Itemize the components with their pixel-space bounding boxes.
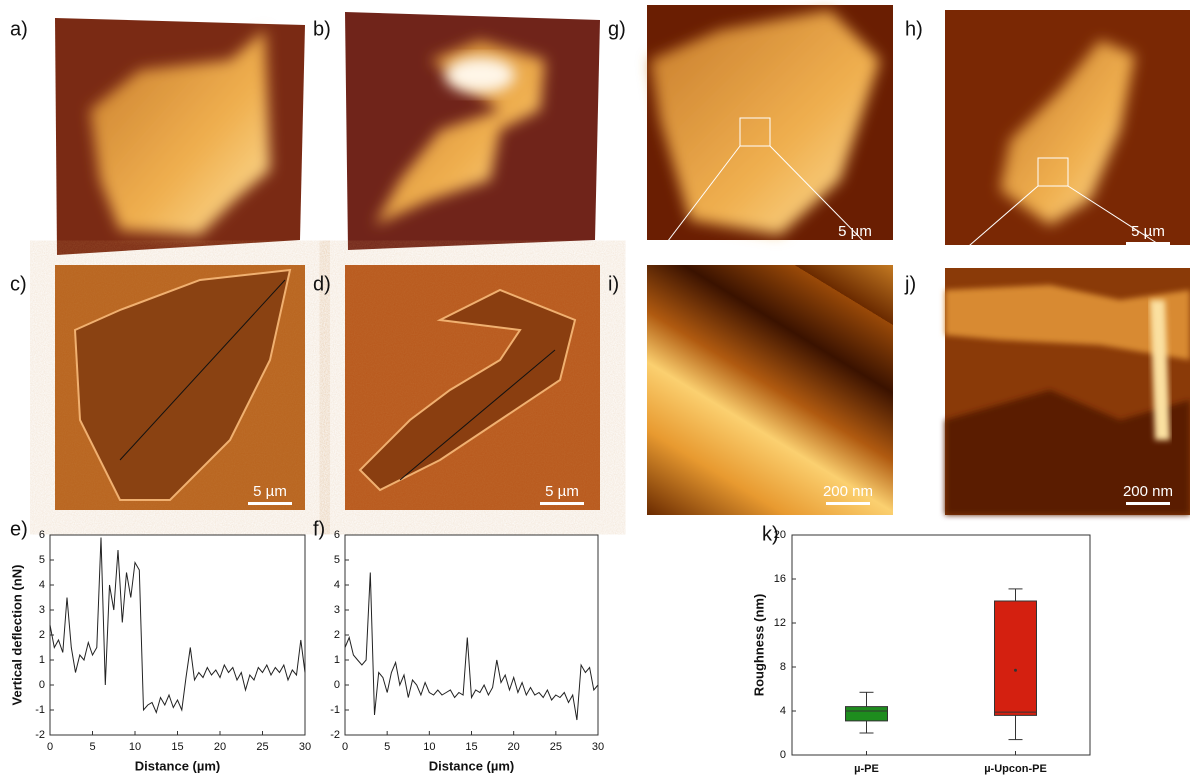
panel-label: c) (10, 273, 27, 295)
mean (1014, 668, 1017, 672)
y-tick-label: 5 (334, 554, 340, 566)
scale-bar (1126, 242, 1170, 245)
scale-bar (833, 242, 877, 245)
terrace-j (945, 285, 1190, 360)
profile-line (344, 572, 599, 721)
panel-label: f) (313, 518, 325, 540)
x-tick-label: 5 (384, 741, 390, 753)
x-tick-label: 10 (129, 741, 141, 753)
box (994, 600, 1037, 716)
panel-label: i) (608, 273, 619, 295)
x-tick-label: 20 (508, 741, 520, 753)
x-axis-label: Distance (µm) (135, 758, 221, 773)
x-tick-label: 10 (423, 741, 435, 753)
scale-bar-label: 5 µm (838, 223, 872, 240)
y-tick-label: 1 (334, 654, 340, 666)
image-i (647, 265, 893, 515)
y-tick-label: -2 (35, 729, 45, 741)
x-tick-label: µ-Upcon-PE (984, 763, 1047, 775)
y-tick-label: -1 (35, 704, 45, 716)
profile-line-c (119, 279, 286, 461)
y-tick-label: 1 (39, 654, 45, 666)
scale-bar-label: 5 µm (545, 483, 579, 500)
y-tick-label: -2 (330, 729, 340, 741)
x-axis-label: Distance (µm) (429, 758, 515, 773)
x-tick-label: 30 (299, 741, 311, 753)
y-tick-label: 3 (334, 604, 340, 616)
y-tick-label: 5 (39, 554, 45, 566)
y-tick-label: 12 (774, 617, 786, 629)
scale-bar-label: 200 nm (823, 483, 873, 500)
x-tick-label: 0 (47, 741, 53, 753)
zoom-line (769, 145, 881, 259)
y-tick-label: 2 (334, 629, 340, 641)
y-tick-label: 8 (780, 661, 786, 673)
x-tick-label: 5 (89, 741, 95, 753)
panel-label: a) (10, 18, 28, 40)
y-tick-label: 20 (774, 529, 786, 541)
panel-label: j) (904, 273, 916, 295)
y-tick-label: 6 (39, 529, 45, 541)
plot-frame (344, 534, 599, 736)
profile-line (49, 537, 306, 714)
zoom-box-g (739, 117, 771, 147)
scale-bar-label: 200 nm (1123, 483, 1173, 500)
flake-a (90, 30, 270, 235)
y-axis-label: Vertical deflection (nN) (9, 565, 24, 706)
panel-label: g) (608, 18, 626, 40)
scale-bar (1126, 502, 1170, 505)
zoom-line (1067, 185, 1181, 259)
y-tick-label: 6 (334, 529, 340, 541)
zoom-line (654, 145, 741, 259)
ridge-j (1150, 300, 1170, 440)
y-tick-label: 4 (334, 579, 340, 591)
plot-frame (791, 534, 1091, 756)
y-tick-label: 3 (39, 604, 45, 616)
flake-c (73, 268, 292, 501)
y-tick-label: 0 (334, 679, 340, 691)
flake-d (358, 288, 577, 492)
y-tick-label: 4 (780, 705, 786, 717)
y-tick-label: 16 (774, 573, 786, 585)
scale-bar (248, 502, 292, 505)
plot-frame (49, 534, 306, 736)
x-tick-label: 0 (342, 741, 348, 753)
panel-label: d) (313, 273, 331, 295)
highlight-b (445, 57, 515, 93)
panel-label: h) (905, 18, 923, 40)
flake-g (650, 10, 880, 235)
y-tick-label: 4 (39, 579, 45, 591)
afm-images (55, 5, 1190, 515)
scale-bar-label: 5 µm (253, 483, 287, 500)
x-tick-label: 15 (171, 741, 183, 753)
x-tick-label: 25 (550, 741, 562, 753)
x-tick-label: µ-PE (854, 763, 879, 775)
y-tick-label: 2 (39, 629, 45, 641)
box (845, 706, 888, 722)
profile-line-d (399, 349, 556, 481)
scale-bar (540, 502, 584, 505)
y-tick-label: 0 (39, 679, 45, 691)
panel-label: b) (313, 18, 331, 40)
scale-bar-label: 5 µm (1131, 223, 1165, 240)
zoom-line (954, 185, 1039, 259)
y-axis-label: Roughness (nm) (751, 594, 766, 697)
x-tick-label: 30 (592, 741, 604, 753)
x-tick-label: 20 (214, 741, 226, 753)
flake-h (1000, 40, 1135, 225)
panel-label: k) (762, 523, 779, 545)
y-tick-label: -1 (330, 704, 340, 716)
terrace-j (945, 390, 1190, 515)
x-tick-label: 25 (256, 741, 268, 753)
panel-label: e) (10, 518, 28, 540)
zoom-box-h (1037, 157, 1069, 187)
scale-bar (826, 502, 870, 505)
y-tick-label: 0 (780, 749, 786, 761)
x-tick-label: 15 (465, 741, 477, 753)
